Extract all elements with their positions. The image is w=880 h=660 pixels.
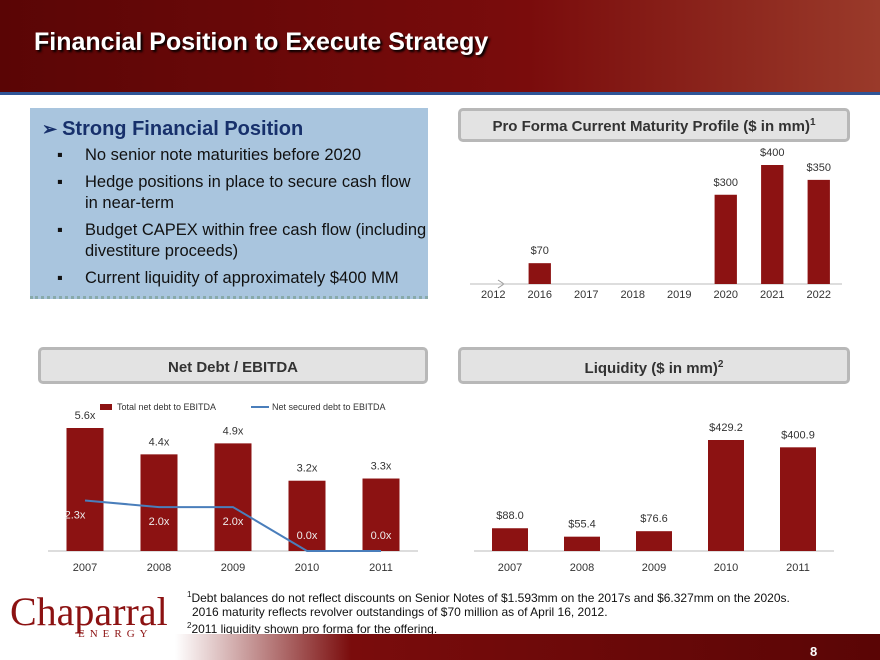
x-tick-label: 2009	[642, 562, 666, 574]
footnote: 22011 liquidity shown pro forma for the …	[187, 619, 790, 636]
x-tick-label: 2011	[786, 562, 810, 574]
bar	[214, 443, 252, 551]
bar	[362, 478, 400, 551]
value-label: 2.3x	[65, 509, 86, 521]
x-tick-label: 2021	[760, 289, 784, 301]
legend-label: Total net debt to EBITDA	[117, 402, 216, 412]
bullet-list: No senior note maturities before 2020 He…	[30, 145, 428, 289]
value-label: 0.0x	[371, 530, 392, 542]
bar	[708, 440, 744, 551]
legend-label: Net secured debt to EBITDA	[272, 402, 386, 412]
x-tick-label: 2020	[714, 289, 738, 301]
footnote-text: Debt balances do not reflect discounts o…	[191, 591, 790, 605]
bar	[761, 165, 784, 284]
value-label: 5.6x	[75, 410, 96, 422]
bar	[636, 531, 672, 551]
x-tick-label: 2008	[570, 562, 594, 574]
x-tick-label: 2011	[369, 562, 393, 574]
value-label: 2.0x	[149, 516, 170, 528]
x-tick-label: 2017	[574, 289, 598, 301]
value-label: $400	[760, 147, 784, 159]
chart-title: Net Debt / EBITDA	[38, 347, 428, 384]
bar	[780, 447, 816, 551]
value-label: $76.6	[640, 513, 668, 525]
bar	[714, 194, 737, 284]
bar	[564, 536, 600, 551]
chart-title-text: Net Debt / EBITDA	[167, 359, 298, 376]
x-tick-label: 2010	[714, 562, 738, 574]
value-label: 4.9x	[223, 425, 244, 437]
bullet: Current liquidity of approximately $400 …	[57, 268, 428, 289]
value-label: $350	[807, 162, 831, 174]
bullet: Budget CAPEX within free cash flow (incl…	[57, 220, 428, 262]
bar	[66, 428, 104, 551]
x-tick-label: 2018	[621, 289, 645, 301]
x-tick-label: 2012	[481, 289, 505, 301]
bar	[492, 528, 528, 551]
chart-title: Pro Forma Current Maturity Profile ($ in…	[458, 108, 850, 142]
footnote-ref: 1	[809, 117, 816, 128]
value-label: 2.0x	[223, 516, 244, 528]
footnote-text: 2011 liquidity shown pro forma for the o…	[191, 622, 438, 636]
bar	[528, 263, 551, 284]
x-tick-label: 2016	[528, 289, 552, 301]
panel-heading: Strong Financial Position	[42, 118, 428, 141]
bar	[288, 480, 326, 551]
value-label: 3.2x	[297, 463, 318, 475]
x-tick-label: 2008	[147, 562, 171, 574]
line	[84, 499, 381, 552]
slide-title: Financial Position to Execute Strategy	[34, 28, 489, 56]
footnote-text: 2016 maturity reflects revolver outstand…	[192, 605, 608, 619]
footnote: 2016 maturity reflects revolver outstand…	[187, 605, 790, 619]
value-label: $55.4	[568, 519, 596, 531]
chart-title-text: Liquidity ($ in mm)	[584, 360, 718, 377]
value-label: $70	[531, 245, 549, 257]
value-label: 3.3x	[371, 461, 392, 473]
x-tick-label: 2019	[667, 289, 691, 301]
header	[0, 0, 880, 95]
logo-sub: ENERGY	[78, 628, 153, 640]
footnotes: 1Debt balances do not reflect discounts …	[187, 588, 790, 636]
chart-title-text: Pro Forma Current Maturity Profile ($ in…	[492, 118, 810, 135]
value-label: $300	[714, 177, 738, 189]
value-label: $429.2	[709, 422, 743, 434]
x-tick-label: 2009	[221, 562, 245, 574]
bullet: Hedge positions in place to secure cash …	[57, 172, 428, 214]
logo: Chaparral	[10, 589, 168, 634]
footnote: 1Debt balances do not reflect discounts …	[187, 588, 790, 605]
footer-bar	[175, 634, 880, 660]
x-tick-label: 2022	[807, 289, 831, 301]
bar	[807, 179, 830, 284]
legend-swatch	[100, 404, 112, 410]
page-number: 8	[810, 644, 818, 659]
x-tick-label: 2010	[295, 562, 319, 574]
footnote-mark: 2	[187, 621, 192, 630]
value-label: $400.9	[781, 429, 815, 441]
bullet: No senior note maturities before 2020	[57, 145, 428, 166]
info-panel: Strong Financial Position No senior note…	[30, 108, 428, 299]
chart-title: Liquidity ($ in mm)2	[458, 347, 850, 384]
footnote-ref: 2	[717, 359, 724, 370]
value-label: $88.0	[496, 510, 524, 522]
value-label: 0.0x	[297, 530, 318, 542]
x-tick-label: 2007	[498, 562, 522, 574]
footnote-mark: 1	[187, 590, 192, 599]
x-tick-label: 2007	[73, 562, 97, 574]
value-label: 4.4x	[149, 436, 170, 448]
bar	[140, 454, 178, 551]
